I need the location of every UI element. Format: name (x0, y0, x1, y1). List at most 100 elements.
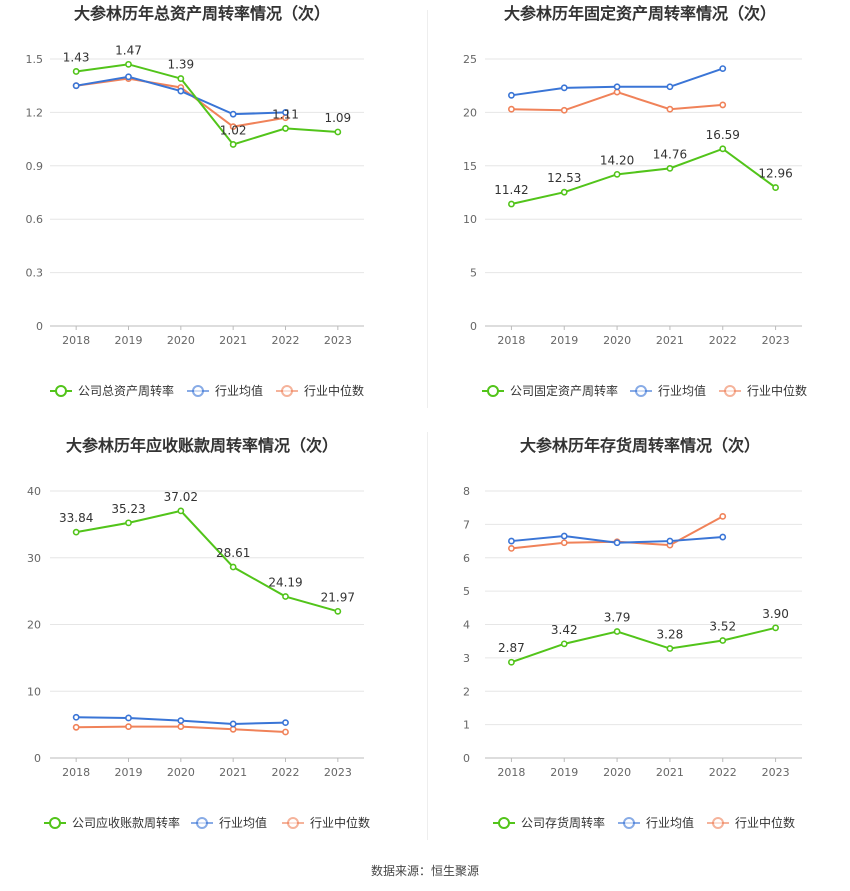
legend-label: 行业中位数 (747, 383, 807, 398)
data-label: 3.28 (657, 628, 684, 642)
y-tick-label: 0 (470, 320, 477, 333)
data-point (719, 145, 727, 153)
legend-marker (635, 385, 647, 397)
data-point (719, 637, 727, 644)
data-point (177, 717, 185, 725)
data-label: 1.39 (167, 58, 194, 72)
data-label: 3.52 (709, 620, 736, 634)
legend-marker (196, 817, 208, 829)
data-label: 14.20 (600, 153, 634, 167)
data-point (613, 539, 621, 547)
legend-item-3: 行业中位数 (282, 815, 370, 830)
data-point (125, 60, 132, 68)
data-point (508, 537, 515, 545)
legend-label: 行业均值 (658, 383, 706, 398)
data-point (72, 713, 80, 721)
chart-title: 大参林历年总资产周转率情况（次） (74, 4, 330, 23)
y-tick-label: 20 (27, 619, 41, 632)
data-label: 33.84 (59, 511, 93, 525)
data-point (666, 105, 674, 113)
x-tick-label: 2023 (324, 334, 352, 347)
y-tick-label: 5 (463, 585, 470, 598)
legend-item-2: 行业均值 (187, 383, 263, 398)
data-point (177, 723, 185, 731)
legend-label: 行业中位数 (310, 815, 370, 830)
legend-marker (712, 817, 724, 829)
y-tick-label: 40 (27, 485, 41, 498)
data-point (125, 714, 132, 722)
y-tick-label: 4 (463, 619, 470, 632)
data-point (560, 539, 568, 547)
x-tick-label: 2023 (762, 766, 790, 779)
legend-label: 公司应收账款周转率 (72, 815, 180, 830)
legend-item-3: 行业中位数 (276, 383, 364, 398)
y-tick-label: 3 (463, 652, 470, 665)
chart-2: 大参林历年固定资产周转率情况（次） 0 5 10 15 20 25 2018 2019 2020 2… (463, 4, 807, 398)
data-label: 1.09 (324, 111, 351, 125)
data-source-label: 数据来源：恒生聚源 (370, 864, 479, 878)
data-point (560, 532, 568, 540)
y-tick-label: 1.2 (26, 106, 44, 119)
x-tick-label: 2019 (115, 334, 143, 347)
x-tick-label: 2022 (709, 766, 737, 779)
chart-title: 大参林历年存货周转率情况（次） (520, 436, 760, 455)
x-tick-label: 2018 (497, 766, 525, 779)
data-point (613, 170, 621, 178)
chart-title: 大参林历年固定资产周转率情况（次） (504, 4, 776, 23)
legend-label: 行业中位数 (304, 383, 364, 398)
y-tick-label: 0 (34, 752, 41, 765)
data-point (719, 65, 727, 73)
data-label: 1.02 (220, 123, 247, 137)
x-tick-label: 2020 (603, 334, 631, 347)
vertical-divider-top (427, 10, 428, 408)
x-tick-label: 2021 (656, 766, 684, 779)
x-tick-label: 2019 (550, 766, 578, 779)
data-point (229, 563, 237, 571)
legend-marker (724, 385, 736, 397)
x-tick-label: 2021 (219, 766, 247, 779)
data-point (229, 110, 237, 118)
data-label: 24.19 (268, 576, 302, 590)
series-line-1 (75, 509, 339, 613)
legend-item-1: 公司存货周转率 (493, 815, 605, 830)
data-point (125, 73, 132, 81)
x-tick-label: 2020 (167, 334, 195, 347)
y-tick-label: 2 (463, 685, 470, 698)
legend-item-1: 公司总资产周转率 (50, 383, 174, 398)
legend-label: 行业均值 (646, 815, 694, 830)
x-tick-label: 2020 (603, 766, 631, 779)
x-tick-label: 2022 (272, 766, 300, 779)
data-label: 3.79 (604, 611, 631, 625)
y-tick-label: 7 (463, 518, 470, 531)
legend-item-2: 行业均值 (630, 383, 706, 398)
data-point (508, 545, 515, 552)
series-line-1 (76, 63, 338, 146)
y-tick-label: 6 (463, 552, 470, 565)
legend-marker (49, 817, 61, 829)
legend-marker (487, 385, 499, 397)
data-point (613, 88, 621, 96)
y-tick-label: 30 (27, 552, 41, 565)
legend-marker (498, 817, 510, 829)
y-tick-label: 1.5 (26, 53, 44, 66)
data-label: 12.96 (758, 167, 792, 181)
data-point (282, 125, 289, 132)
x-tick-label: 2018 (497, 334, 525, 347)
data-point (719, 512, 727, 520)
legend-label: 行业中位数 (735, 815, 795, 830)
data-point (282, 109, 289, 116)
legend-item-3: 行业中位数 (707, 815, 795, 830)
legend-item-2: 行业均值 (618, 815, 694, 830)
data-point (282, 728, 289, 736)
legend-label: 行业均值 (219, 815, 267, 830)
legend-label: 公司固定资产周转率 (510, 383, 618, 398)
data-point (177, 87, 185, 95)
data-point (772, 184, 779, 191)
x-tick-label: 2022 (709, 334, 737, 347)
x-tick-label: 2021 (219, 334, 247, 347)
data-point (334, 607, 342, 615)
y-tick-label: 20 (463, 106, 477, 119)
legend-item-2: 行业均值 (191, 815, 267, 830)
data-point (125, 723, 132, 731)
y-tick-label: 0.6 (26, 213, 44, 226)
